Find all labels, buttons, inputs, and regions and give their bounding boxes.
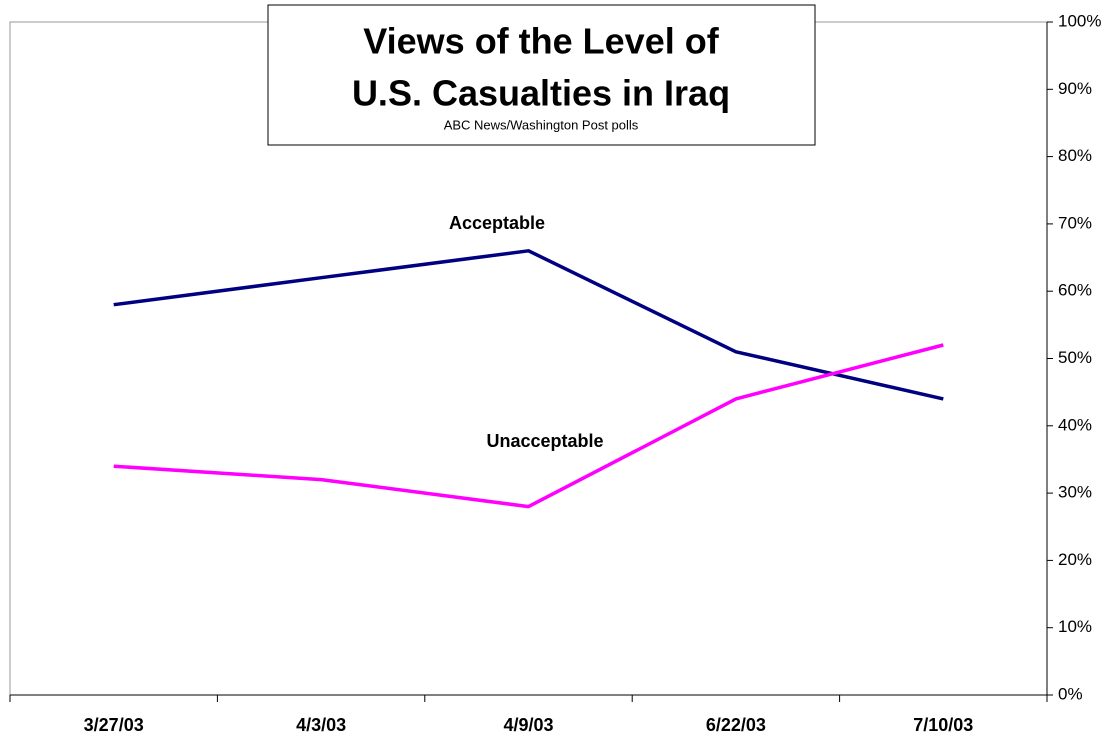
y-tick-label: 90% — [1058, 79, 1092, 98]
series-label: Unacceptable — [486, 431, 603, 451]
chart-subtitle: ABC News/Washington Post polls — [444, 117, 639, 132]
title-box — [267, 4, 816, 146]
y-tick-label: 20% — [1058, 550, 1092, 569]
x-tick-label: 3/27/03 — [84, 715, 144, 735]
y-tick-label: 0% — [1058, 684, 1083, 703]
y-tick-label: 40% — [1058, 415, 1092, 434]
x-tick-label: 6/22/03 — [706, 715, 766, 735]
y-tick-label: 10% — [1058, 617, 1092, 636]
line-series — [113, 343, 944, 509]
y-tick-label: 30% — [1058, 483, 1092, 502]
series-label: Acceptable — [449, 213, 545, 233]
y-tick-label: 80% — [1058, 146, 1092, 165]
x-tick-label: 7/10/03 — [913, 715, 973, 735]
x-tick-label: 4/3/03 — [296, 715, 346, 735]
x-tick-label: 4/9/03 — [503, 715, 553, 735]
y-tick-label: 50% — [1058, 348, 1092, 367]
chart-title: Views of the Level of — [363, 21, 719, 62]
y-tick-label: 70% — [1058, 213, 1092, 232]
y-tick-label: 100% — [1058, 11, 1101, 30]
chart-title: U.S. Casualties in Iraq — [352, 73, 730, 114]
y-tick-label: 60% — [1058, 281, 1092, 300]
line-series — [113, 249, 944, 401]
